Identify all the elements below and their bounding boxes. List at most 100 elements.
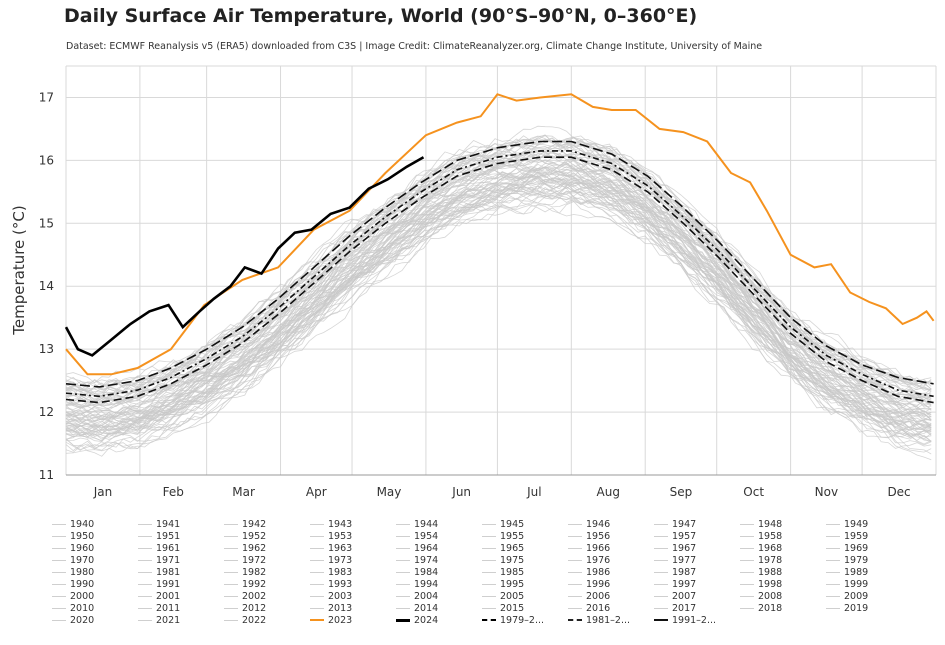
legend-swatch [310,583,324,585]
legend-item[interactable]: 1987 [654,566,740,578]
legend-item[interactable]: 1967 [654,542,740,554]
legend-item[interactable]: 2023 [310,614,396,626]
legend-item[interactable]: 1977 [654,554,740,566]
legend-item[interactable]: 1949 [826,518,912,530]
legend-item[interactable]: 1991–2... [654,614,740,626]
legend-item[interactable]: 1957 [654,530,740,542]
legend-item[interactable]: 1951 [138,530,224,542]
legend-item[interactable]: 1995 [482,578,568,590]
legend-item[interactable]: 2022 [224,614,310,626]
legend-item[interactable]: 2019 [826,602,912,614]
legend-item[interactable]: 1966 [568,542,654,554]
legend-item[interactable]: 1984 [396,566,482,578]
legend-item[interactable]: 1942 [224,518,310,530]
legend-item[interactable]: 2002 [224,590,310,602]
legend-item[interactable]: 1945 [482,518,568,530]
legend-item[interactable]: 1989 [826,566,912,578]
legend-item[interactable]: 1968 [740,542,826,554]
legend-item[interactable]: 2024 [396,614,482,626]
legend-item[interactable]: 2001 [138,590,224,602]
legend-item[interactable]: 2003 [310,590,396,602]
legend-item[interactable]: 1962 [224,542,310,554]
legend-item[interactable]: 1950 [52,530,138,542]
legend-swatch [654,571,668,573]
legend-item[interactable]: 1959 [826,530,912,542]
legend-item[interactable]: 2014 [396,602,482,614]
legend-label: 1975 [500,554,525,566]
legend-item[interactable]: 2011 [138,602,224,614]
legend-item[interactable]: 1998 [740,578,826,590]
legend-item[interactable]: 1983 [310,566,396,578]
legend-item[interactable]: 2006 [568,590,654,602]
legend-item[interactable]: 2005 [482,590,568,602]
legend-item[interactable]: 2010 [52,602,138,614]
legend-item[interactable]: 1996 [568,578,654,590]
x-tick-label: Dec [887,485,910,499]
legend-item[interactable]: 1944 [396,518,482,530]
legend-item[interactable]: 1958 [740,530,826,542]
legend-item[interactable]: 2015 [482,602,568,614]
legend-item[interactable]: 1975 [482,554,568,566]
legend-item[interactable]: 1969 [826,542,912,554]
legend-item[interactable]: 1994 [396,578,482,590]
legend-item[interactable]: 2008 [740,590,826,602]
chart-subtitle: Dataset: ECMWF Reanalysis v5 (ERA5) down… [66,41,763,52]
legend-label: 1955 [500,530,525,542]
legend-item[interactable]: 1948 [740,518,826,530]
legend-item[interactable]: 1980 [52,566,138,578]
legend-item[interactable]: 1961 [138,542,224,554]
legend-item[interactable]: 1946 [568,518,654,530]
legend-item[interactable]: 2007 [654,590,740,602]
legend-item[interactable]: 1964 [396,542,482,554]
legend-item[interactable]: 2012 [224,602,310,614]
legend-item[interactable]: 1971 [138,554,224,566]
legend-item[interactable]: 1999 [826,578,912,590]
legend-item[interactable]: 1943 [310,518,396,530]
legend-item[interactable]: 1947 [654,518,740,530]
legend-item[interactable]: 1979–2... [482,614,568,626]
legend-item[interactable]: 2016 [568,602,654,614]
legend-item[interactable]: 1970 [52,554,138,566]
legend-item[interactable]: 1981 [138,566,224,578]
legend-label: 1941 [156,518,181,530]
legend-item[interactable]: 1972 [224,554,310,566]
legend-item[interactable]: 1993 [310,578,396,590]
legend-item[interactable]: 1976 [568,554,654,566]
legend-item[interactable]: 1986 [568,566,654,578]
historical-year-line [65,192,932,442]
legend-item[interactable]: 1955 [482,530,568,542]
legend-item[interactable]: 1992 [224,578,310,590]
legend-item[interactable]: 1973 [310,554,396,566]
legend-item[interactable]: 1979 [826,554,912,566]
legend-item[interactable]: 1952 [224,530,310,542]
legend-item[interactable]: 1988 [740,566,826,578]
highlight-lines [64,93,935,376]
legend-item[interactable]: 1941 [138,518,224,530]
legend-item[interactable]: 2009 [826,590,912,602]
legend-item[interactable]: 2000 [52,590,138,602]
legend-item[interactable]: 1974 [396,554,482,566]
legend-item[interactable]: 2018 [740,602,826,614]
legend-label: 1981 [156,566,181,578]
legend-item[interactable]: 1978 [740,554,826,566]
legend-item[interactable]: 1990 [52,578,138,590]
legend-item[interactable]: 1981–2... [568,614,654,626]
legend-item[interactable]: 1953 [310,530,396,542]
legend-item[interactable]: 1985 [482,566,568,578]
legend-item[interactable]: 2021 [138,614,224,626]
legend-item[interactable]: 1954 [396,530,482,542]
legend-item[interactable]: 1997 [654,578,740,590]
legend-item[interactable]: 2020 [52,614,138,626]
legend-item[interactable]: 1963 [310,542,396,554]
legend-item[interactable]: 1991 [138,578,224,590]
legend-item[interactable]: 1960 [52,542,138,554]
temperature-chart[interactable]: 11 12 13 14 15 16 17 Jan Feb Mar Apr May Jun Jul Aug Se… [0,0,945,515]
legend-item[interactable]: 2004 [396,590,482,602]
legend-item[interactable]: 1965 [482,542,568,554]
legend-swatch [826,547,840,549]
legend-item[interactable]: 1940 [52,518,138,530]
legend-item[interactable]: 2017 [654,602,740,614]
legend-item[interactable]: 2013 [310,602,396,614]
legend-item[interactable]: 1982 [224,566,310,578]
legend-item[interactable]: 1956 [568,530,654,542]
